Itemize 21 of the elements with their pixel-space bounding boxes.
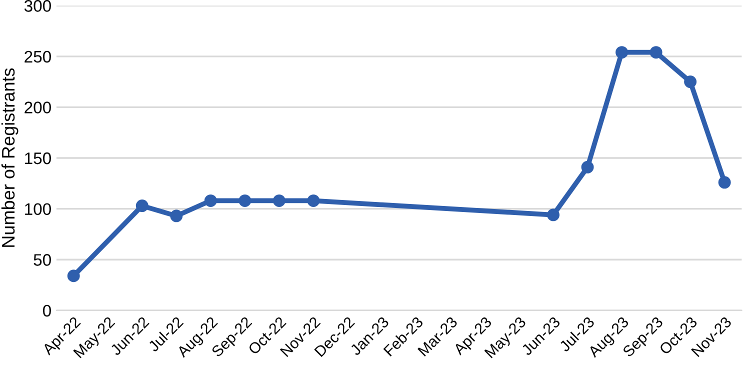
point [238, 194, 252, 207]
point [718, 176, 731, 189]
y-tick-label: 250 [24, 50, 51, 63]
y-axis-title: Number of Registrants [1, 68, 18, 247]
point [616, 46, 628, 59]
y-tick-label: 300 [24, 0, 51, 12]
y-tick-label: 50 [34, 254, 51, 266]
point [581, 160, 594, 174]
y-tick-label: 0 [42, 304, 51, 317]
y-tick-label: 150 [25, 152, 51, 164]
point [204, 194, 217, 207]
point [547, 208, 560, 222]
point [307, 194, 320, 207]
point [67, 270, 80, 282]
point [650, 46, 662, 59]
point [136, 200, 148, 212]
point [684, 76, 697, 88]
point [272, 194, 286, 207]
y-tick-label: 100 [25, 203, 51, 216]
y-tick-label: 200 [24, 102, 51, 114]
point [170, 210, 183, 222]
